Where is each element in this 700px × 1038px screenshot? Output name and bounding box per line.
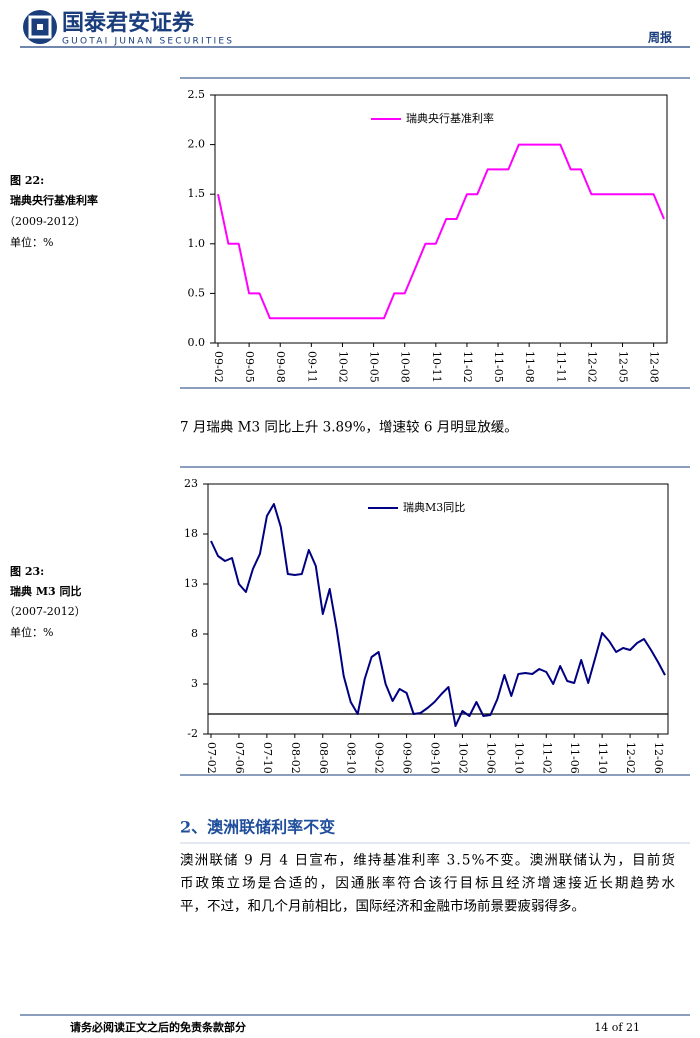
- y-tick-label: 3: [191, 677, 198, 690]
- x-tick-label: 10-08: [399, 351, 412, 383]
- x-tick-label: 09-05: [243, 351, 256, 383]
- x-tick-label: 09-06: [401, 742, 414, 774]
- legend-label: 瑞典央行基准利率: [406, 111, 494, 125]
- x-tick-label: 11-11: [554, 351, 567, 383]
- figure-title: 瑞典央行基准利率: [10, 193, 98, 207]
- figure-period: （2007-2012）: [4, 605, 86, 618]
- y-tick-label: 8: [191, 627, 198, 640]
- x-tick-label: 08-02: [289, 742, 302, 774]
- x-tick-label: 11-10: [596, 742, 609, 774]
- section-heading: 2、澳洲联储利率不变: [180, 818, 335, 837]
- x-tick-label: 07-06: [233, 742, 246, 774]
- x-tick-label: 10-02: [336, 351, 349, 383]
- figure-unit: 单位：%: [10, 235, 53, 249]
- x-tick-label: 07-10: [261, 742, 274, 774]
- x-tick-label: 09-10: [429, 742, 442, 774]
- page-number: 14 of 21: [594, 1021, 640, 1034]
- legend-label: 瑞典M3同比: [403, 500, 465, 514]
- logo-text: 国泰君安证券: [62, 10, 195, 36]
- x-tick-label: 12-06: [652, 742, 665, 774]
- logo-mark-core: [37, 24, 43, 30]
- logo-mark-inner: [28, 15, 52, 39]
- data-line: [210, 503, 666, 727]
- x-tick-label: 09-02: [212, 351, 225, 383]
- paragraph-line: 平，不过，和几个月前相比，国际经济和金融市场前景要疲弱得多。: [180, 898, 585, 915]
- logo: [23, 10, 57, 44]
- x-tick-label: 08-06: [317, 742, 330, 774]
- x-tick-label: 12-02: [585, 351, 598, 383]
- body-text: 7 月瑞典 M3 同比上升 3.89%，增速较 6 月明显放缓。: [180, 420, 518, 436]
- figure-title: 瑞典 M3 同比: [10, 584, 82, 598]
- x-tick-label: 10-05: [368, 351, 381, 383]
- x-tick-label: 08-10: [345, 742, 358, 774]
- y-tick-label: 1.5: [188, 187, 206, 200]
- x-tick-label: 10-11: [430, 351, 443, 383]
- y-tick-label: -2: [187, 727, 198, 740]
- y-tick-label: 23: [184, 477, 198, 490]
- y-tick-label: 2.0: [188, 138, 206, 151]
- x-tick-label: 11-02: [540, 742, 553, 774]
- x-tick-label: 12-02: [624, 742, 637, 774]
- x-tick-label: 11-08: [523, 351, 536, 383]
- x-tick-label: 09-02: [373, 742, 386, 774]
- y-tick-label: 2.5: [188, 88, 206, 101]
- paragraph-line: 币政策立场是合适的，因通胀率符合该行目标且经济增速接近长期趋势水: [180, 875, 676, 892]
- x-tick-label: 10-02: [456, 742, 469, 774]
- data-line: [217, 143, 665, 320]
- y-tick-label: 18: [184, 527, 198, 540]
- plot-frame: [207, 483, 669, 735]
- x-tick-label: 07-02: [205, 742, 218, 774]
- plot-frame: [214, 94, 668, 344]
- figure-number: 图 22:: [10, 174, 44, 187]
- header-tag: 周报: [648, 30, 672, 45]
- x-tick-label: 11-06: [568, 742, 581, 774]
- footer-disclaimer: 请务必阅读正文之后的免责条款部分: [70, 1020, 246, 1034]
- y-tick-label: 0.0: [188, 336, 206, 349]
- x-tick-label: 11-05: [492, 351, 505, 383]
- y-tick-label: 0.5: [188, 286, 206, 299]
- x-tick-label: 09-11: [305, 351, 318, 383]
- x-tick-label: 10-06: [484, 742, 497, 774]
- x-tick-label: 10-10: [512, 742, 525, 774]
- y-tick-label: 1.0: [188, 237, 206, 250]
- x-tick-label: 11-02: [461, 351, 474, 383]
- paragraph-line: 澳洲联储 9 月 4 日宣布，维持基准利率 3.5%不变。澳洲联储认为，目前货: [180, 852, 675, 869]
- logo-subtext: GUOTAI JUNAN SECURITIES: [62, 37, 232, 47]
- x-tick-label: 09-08: [274, 351, 287, 383]
- x-tick-label: 12-08: [648, 351, 661, 383]
- figure-unit: 单位：%: [10, 625, 53, 639]
- figure-number: 图 23:: [10, 565, 44, 578]
- figure-period: （2009-2012）: [4, 215, 86, 228]
- y-tick-label: 13: [184, 577, 198, 590]
- x-tick-label: 12-05: [617, 351, 630, 383]
